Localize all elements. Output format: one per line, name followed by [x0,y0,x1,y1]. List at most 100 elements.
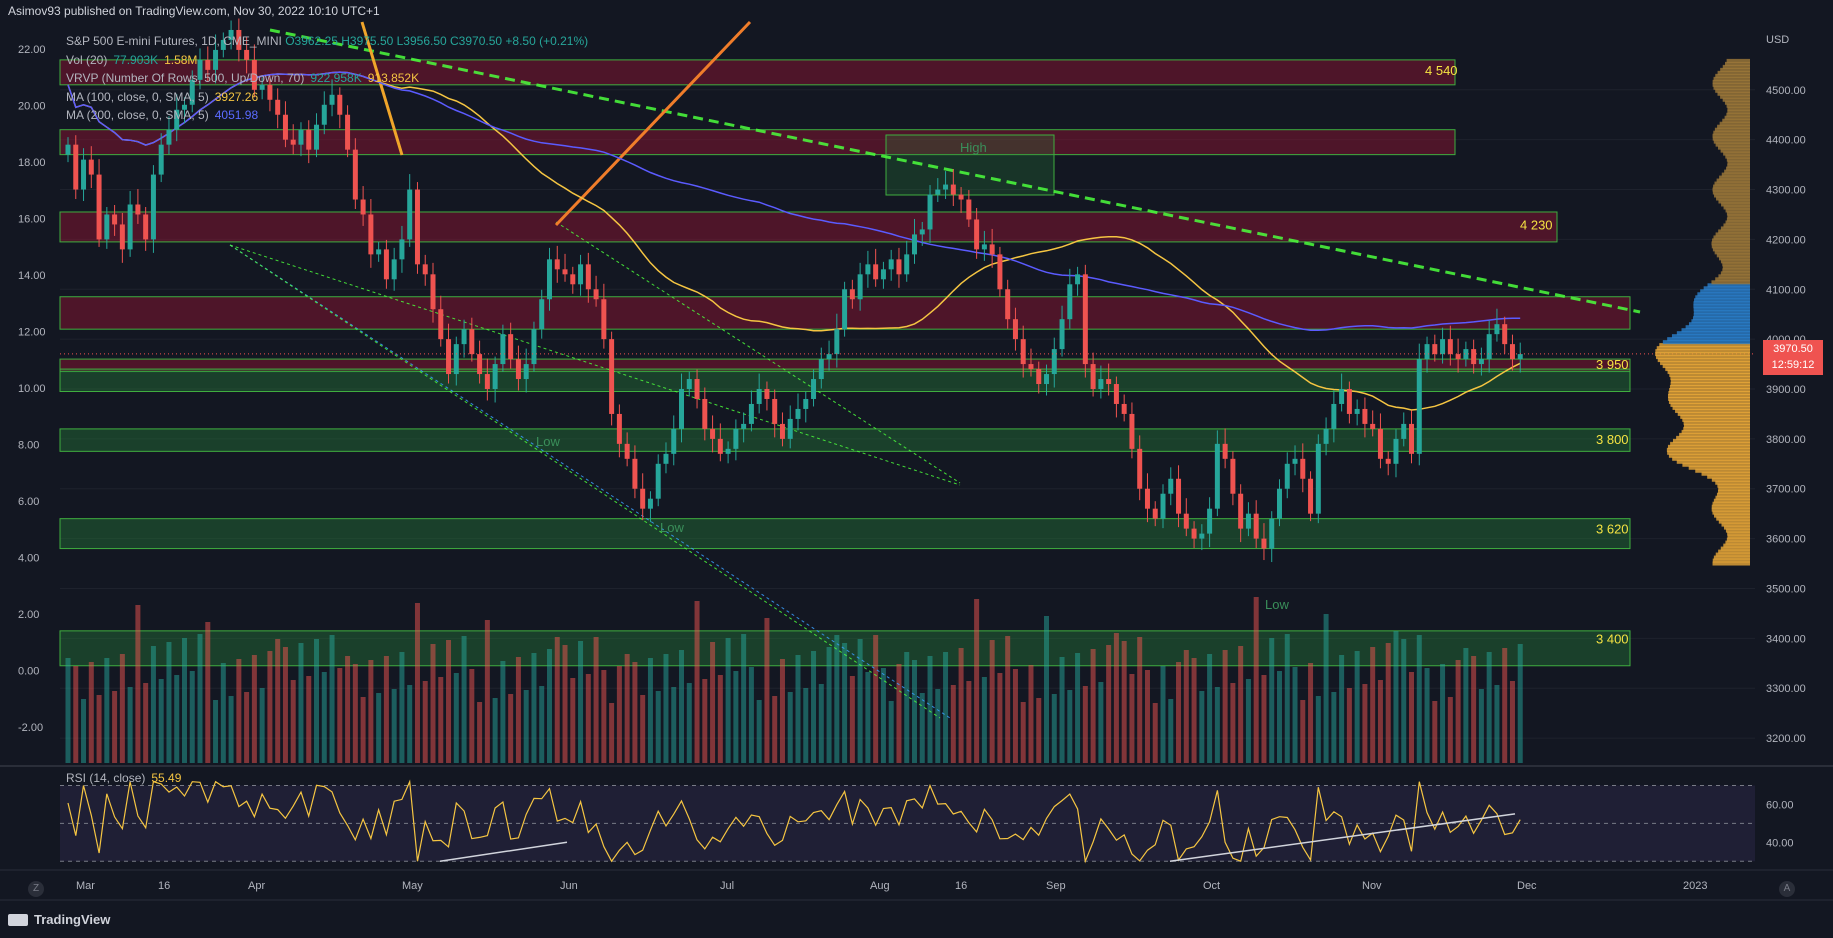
rsi-label[interactable]: RSI (14, close) [66,771,146,785]
volume-bar [616,666,622,763]
candle-body [772,398,778,424]
profile-row [1672,456,1750,461]
vol-label[interactable]: Vol (20) [66,52,108,67]
volume-bar [166,642,172,763]
price-tick-label: 3800.00 [1766,434,1806,446]
candle-body [1346,389,1352,414]
candle-body [647,498,653,509]
volume-bar [880,668,886,763]
profile-row [1655,355,1750,360]
candle-body [919,229,925,235]
last-price-tag: 3970.50 12:59:12 [1763,340,1823,375]
volume-bar [679,650,685,763]
candle-body [1113,384,1119,404]
profile-row [1711,280,1750,285]
profile-row [1679,432,1750,437]
volume-bar [236,659,242,763]
candle-body [826,354,832,360]
profile-row [1718,549,1750,554]
candle-body [989,244,995,255]
profile-row [1720,271,1750,276]
volume-histogram [65,597,1523,763]
volume-bar [205,622,211,763]
volume-bar [1036,698,1042,763]
profile-row [1695,295,1750,300]
profile-row [1717,70,1750,75]
volume-bar [469,669,475,763]
volume-bar [546,649,552,763]
candle-body [911,234,917,255]
volume-bar [492,698,498,763]
profile-row [1714,181,1750,186]
volume-bar [1214,687,1220,763]
price-axis-background [1755,20,1833,875]
profile-row [1693,310,1750,315]
volume-bar [1409,672,1415,763]
profile-row [1726,211,1750,216]
currency-label[interactable]: USD [1766,34,1790,46]
volume-bar [756,700,762,763]
candle-body [1455,354,1461,360]
rsi-tick-label: 40.00 [1766,837,1794,849]
vrvp-label[interactable]: VRVP (Number Of Rows, 500, Up/Down, 70) [66,71,305,85]
profile-row [1722,64,1750,69]
volume-bar [1502,648,1508,763]
profile-row [1715,277,1750,282]
price-tick-label: 4300.00 [1766,185,1806,197]
profile-row [1715,142,1750,147]
profile-row [1669,385,1750,390]
auto-scale-button[interactable]: A [1779,881,1795,897]
profile-row [1675,408,1750,413]
volume-bar [842,643,848,763]
profile-row [1718,229,1750,234]
profile-row [1707,283,1750,288]
level-label: 3 950 [1596,357,1629,372]
zoom-left-button[interactable]: Z [28,881,44,897]
volume-bar [943,652,949,763]
volume-bar [1207,654,1213,763]
volume-bar [966,681,972,763]
profile-row [1722,97,1750,102]
ma200-label[interactable]: MA (200, close, 0, SMA, 5) [66,108,209,122]
profile-row [1703,286,1750,291]
manual-trend-line-2 [360,21,404,156]
candle-body [1121,403,1127,414]
volume-profile [1655,58,1750,566]
candle-body [997,254,1003,290]
volume-bar [1331,692,1337,763]
profile-row [1723,543,1750,548]
volume-bar [112,691,118,763]
ma100-label[interactable]: MA (100, close, 0, SMA, 5) [66,89,209,104]
volume-bar [453,673,459,763]
profile-row [1711,507,1750,512]
trend-line [555,221,961,484]
profile-row [1712,136,1750,141]
candle-body [1517,354,1523,360]
profile-row [1683,420,1750,425]
left-axis-tick-label: 10.00 [18,383,46,395]
profile-row [1667,370,1750,375]
candle-body [391,259,397,280]
candle-body [880,269,886,280]
volume-bar [290,680,296,763]
candle-body [842,289,848,330]
volume-bar [989,640,995,763]
symbol-title[interactable]: S&P 500 E-mini Futures, 1D, CME_MINI [66,34,282,48]
volume-bar [671,687,677,763]
volume-bar [65,658,71,763]
candle-body [609,339,615,414]
ma100-value: 3927.26 [214,89,259,104]
volume-bar [329,635,335,763]
profile-row [1725,154,1750,159]
candle-body [251,59,257,90]
profile-row [1726,166,1750,171]
candle-body [1020,339,1026,365]
candle-body [803,398,809,409]
volume-bar [1238,646,1244,763]
last-price: 3970.50 [1773,343,1813,355]
profile-row [1721,522,1750,527]
volume-bar [275,639,281,763]
volume-bar [477,702,483,763]
